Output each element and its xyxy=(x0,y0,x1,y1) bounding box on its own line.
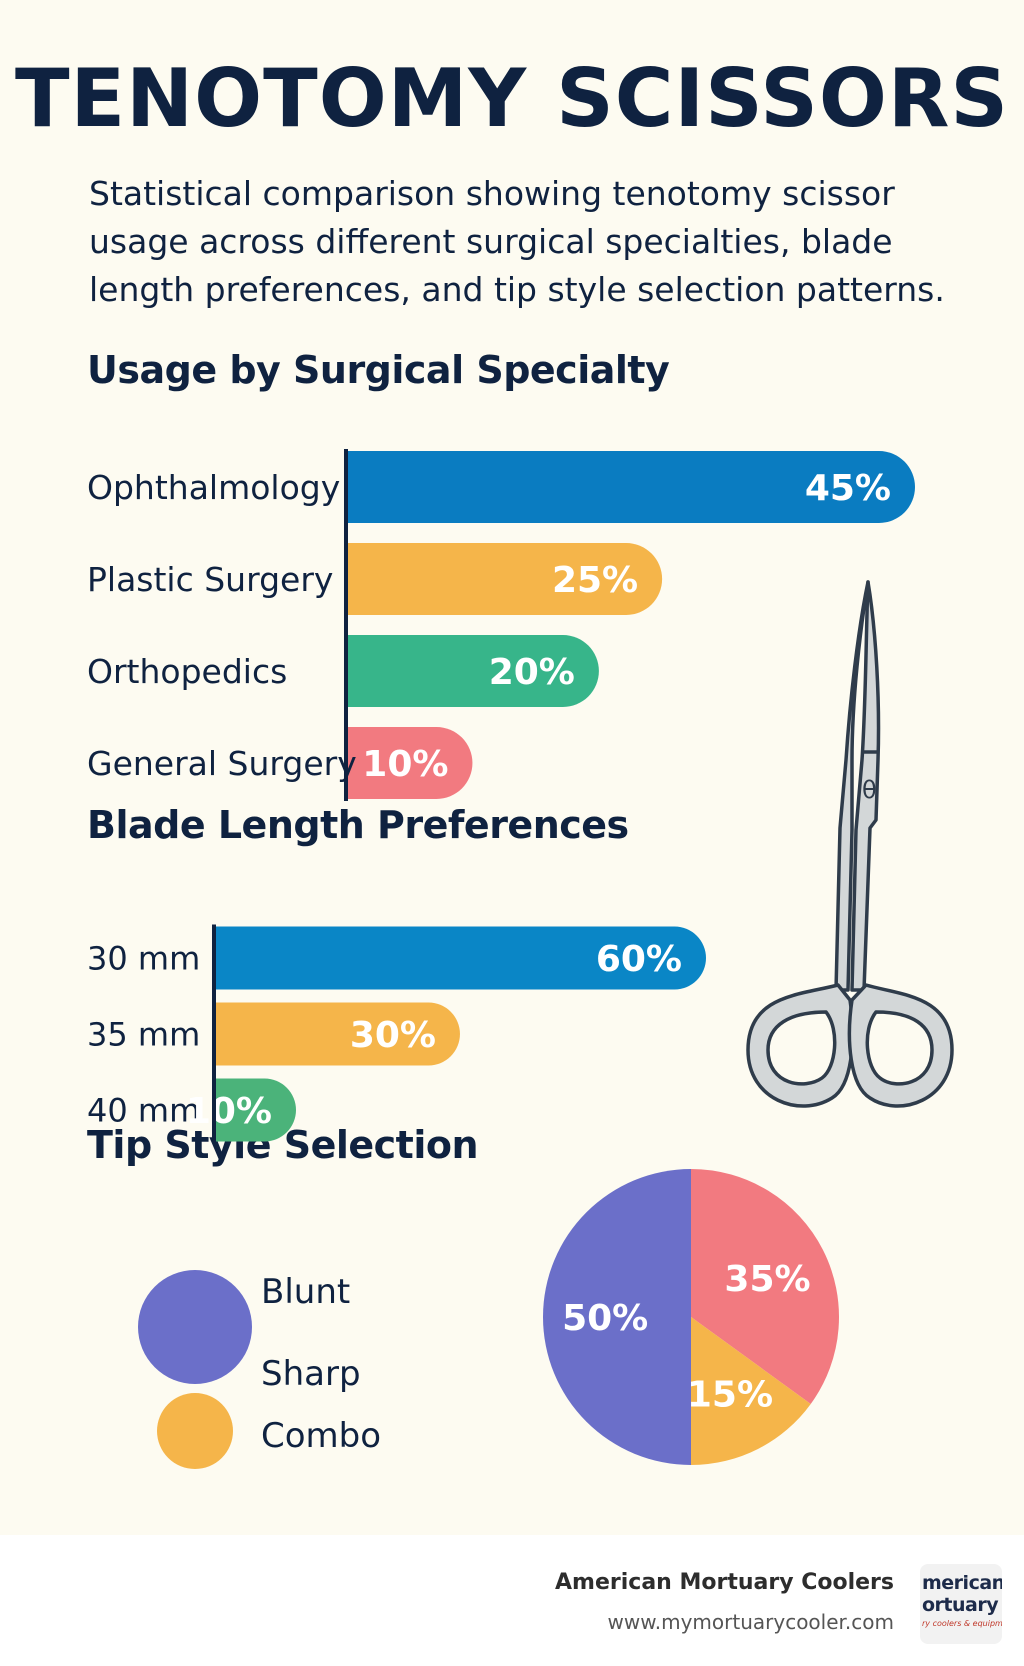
tip-pie-chart: 35% 15% 50% xyxy=(543,1169,839,1465)
value-label: 30% xyxy=(350,1015,436,1056)
value-label: 25% xyxy=(552,560,638,601)
pie-slice-label: 15% xyxy=(687,1374,773,1415)
bar-plastic-surgery xyxy=(346,543,663,615)
footer-company: American Mortuary Coolers xyxy=(555,1570,894,1595)
value-label: 45% xyxy=(805,468,891,509)
legend-label-combo: Combo xyxy=(261,1416,381,1456)
category-label: 35 mm xyxy=(87,1016,200,1054)
value-label: 20% xyxy=(489,652,575,693)
charts-canvas: Ophthalmology 45% Plastic Surgery 25% Orthop… xyxy=(87,449,954,1469)
specialty-bar-chart: Ophthalmology 45% Plastic Surgery 25% Orthop… xyxy=(87,449,915,801)
legend-swatch-blunt xyxy=(138,1270,252,1384)
blade-section-title: Blade Length Preferences xyxy=(87,803,629,847)
legend-label-blunt: Blunt xyxy=(261,1272,350,1312)
logo-tagline: ry coolers & equipment · st way to compl… xyxy=(922,1619,1002,1628)
pie-slice-label: 35% xyxy=(724,1259,810,1300)
page-subtitle: Statistical comparison showing tenotomy … xyxy=(89,174,945,309)
footer-url[interactable]: www.mymortuarycooler.com xyxy=(607,1610,894,1634)
value-label: 10% xyxy=(362,744,448,785)
logo-text-1: merican xyxy=(922,1572,1002,1594)
value-label: 60% xyxy=(596,939,682,980)
page-title: TENOTOMY SCISSORS xyxy=(14,52,1010,145)
bar-30-mm xyxy=(214,926,706,990)
specialty-section-title: Usage by Surgical Specialty xyxy=(87,348,670,392)
bar-35-mm xyxy=(214,1002,460,1066)
category-label: 40 mm xyxy=(87,1092,200,1130)
category-label: Ophthalmology xyxy=(87,468,340,507)
value-label: 10% xyxy=(186,1091,272,1132)
legend-label-sharp: Sharp xyxy=(261,1354,361,1394)
tip-legend: Blunt Sharp Combo xyxy=(138,1270,381,1469)
category-label: Plastic Surgery xyxy=(87,560,333,599)
logo-text-2: ortuary xyxy=(922,1594,999,1616)
bar-general-surgery xyxy=(346,727,473,799)
bar-40-mm xyxy=(214,1078,296,1142)
pie-slice-label: 50% xyxy=(562,1298,648,1339)
pie-slice xyxy=(543,1169,691,1465)
category-label: 30 mm xyxy=(87,940,200,978)
bar-orthopedics xyxy=(346,635,599,707)
company-logo: merican ortuary ry coolers & equipment ·… xyxy=(920,1564,1002,1644)
pie-slice xyxy=(691,1169,839,1404)
svg-text:θ: θ xyxy=(862,776,877,804)
category-label: General Surgery xyxy=(87,744,357,783)
footer xyxy=(0,1535,1024,1666)
category-label: Orthopedics xyxy=(87,652,287,691)
scissors-icon: θ xyxy=(746,580,954,1108)
bar-ophthalmology xyxy=(346,451,915,523)
pie-slice xyxy=(691,1317,811,1465)
legend-swatch-combo xyxy=(157,1393,233,1469)
